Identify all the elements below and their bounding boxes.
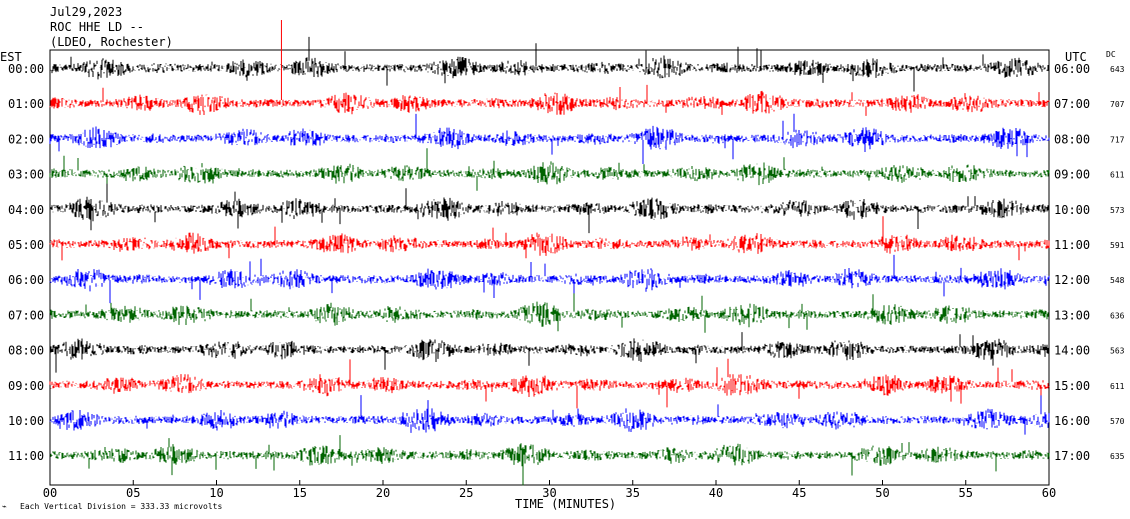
trace-line [49,358,1050,409]
trace-line [49,148,1050,194]
dc-value: 636 [1110,311,1125,320]
dc-values: 643 707 717 611 573 591 548 636 563 611 570 635 [1110,65,1125,461]
dc-value: 563 [1110,347,1125,356]
dc-value: 611 [1110,171,1125,180]
trace-line [49,113,1050,164]
utc-hour-label: 06:00 [1054,62,1090,76]
dc-value: 611 [1110,382,1125,391]
utc-hour-label: 07:00 [1054,97,1090,111]
x-tick-label: 15 [293,486,307,500]
x-tick-label: 40 [709,486,723,500]
utc-hour-label: 14:00 [1054,344,1090,358]
dc-value: 643 [1110,65,1125,74]
dc-value: 707 [1110,100,1125,109]
x-tick-label: 00 [43,486,57,500]
trace-line [49,84,1050,116]
utc-hour-label: 09:00 [1054,168,1090,182]
trace-line [49,36,1050,92]
x-tick-label: 55 [959,486,973,500]
est-hour-label: 09:00 [8,379,44,393]
dc-value: 635 [1110,452,1125,461]
est-hour-label: 10:00 [8,414,44,428]
utc-hour-label: 08:00 [1054,132,1090,146]
date-label: Jul29,2023 [50,5,122,19]
dc-value: 591 [1110,241,1125,250]
x-tick-label: 45 [792,486,806,500]
utc-hour-label: 16:00 [1054,414,1090,428]
network-label: (LDEO, Rochester) [50,35,173,49]
trace-line [49,183,1050,234]
trace-line [49,332,1050,373]
x-axis-label: TIME (MINUTES) [515,497,616,511]
est-hour-label: 07:00 [8,308,44,322]
est-hour-label: 11:00 [8,449,44,463]
est-zone-label: EST [0,50,22,64]
x-tick-label: 25 [459,486,473,500]
utc-hour-label: 10:00 [1054,203,1090,217]
est-hour-label: 01:00 [8,97,44,111]
station-label: ROC HHE LD -- [50,20,144,34]
dc-value: 548 [1110,276,1125,285]
x-tick-label: 05 [126,486,140,500]
scale-note: Each Vertical Division = 333.33 microvol… [20,502,222,511]
x-tick-label: 10 [209,486,223,500]
est-hour-label: 00:00 [8,62,44,76]
x-tick-label: 60 [1042,486,1056,500]
est-hour-label: 08:00 [8,344,44,358]
trace-line [49,254,1050,304]
dc-value: 570 [1110,417,1125,426]
est-hour-label: 04:00 [8,203,44,217]
trace-line [49,293,1049,333]
utc-hour-labels: 06:00 07:00 08:00 09:00 10:00 11:00 12:00 13:00… [1054,62,1090,463]
utc-hour-label: 11:00 [1054,238,1090,252]
utc-hour-label: 15:00 [1054,379,1090,393]
est-hour-labels: 00:00 01:00 02:00 03:00 04:00 05:00 06:00 07:00… [8,62,44,463]
trace-line [49,216,1050,261]
utc-hour-label: 12:00 [1054,273,1090,287]
est-hour-label: 05:00 [8,238,44,252]
utc-hour-label: 13:00 [1054,308,1090,322]
dc-value: 717 [1110,135,1125,144]
utc-zone-label: UTC [1065,50,1087,64]
x-tick-label: 35 [626,486,640,500]
scale-icon: ⌁ [2,502,7,511]
dc-value: 573 [1110,206,1125,215]
trace-group [49,20,1050,486]
est-hour-label: 03:00 [8,168,44,182]
dc-header: DC [1106,50,1116,59]
est-hour-label: 06:00 [8,273,44,287]
trace-line [49,395,1050,435]
x-tick-label: 50 [875,486,889,500]
x-axis-ticks: 00 05 10 15 20 25 30 35 40 45 50 55 60 [43,480,1056,500]
x-tick-label: 20 [376,486,390,500]
est-hour-label: 02:00 [8,132,44,146]
x-tick-label: 30 [542,486,556,500]
utc-hour-label: 17:00 [1054,449,1090,463]
trace-line [49,435,1050,486]
